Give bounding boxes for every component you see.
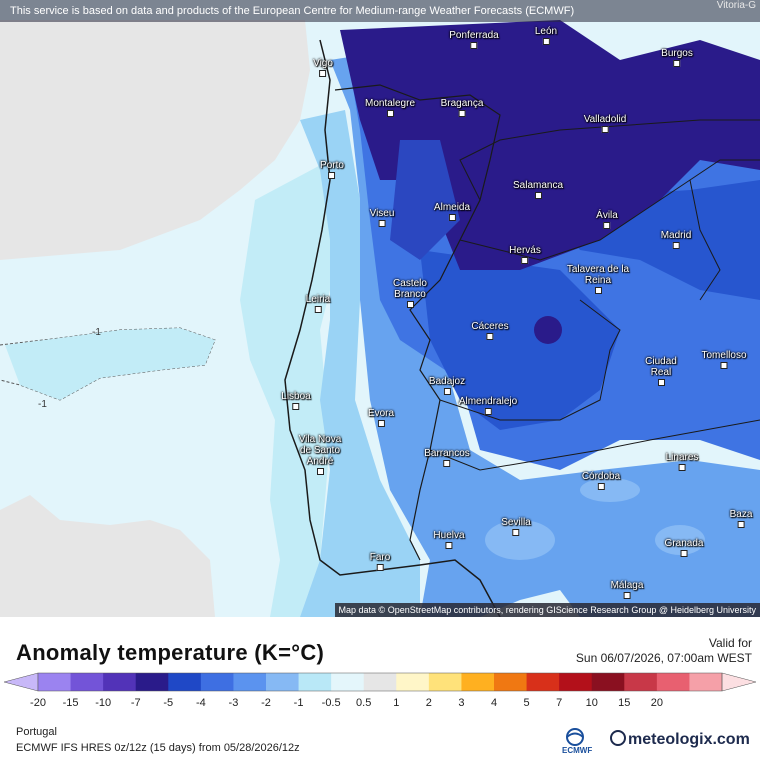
color-scale-ticks: -20 -15 -10 -7 -5 -4 -3 -2 -1 -0.5 0.5 1 2 3 4 5 7 10 15 20 <box>0 697 760 711</box>
city-caceres: Cáceres <box>471 321 509 340</box>
scale-tick-label: 15 <box>618 697 631 709</box>
scale-swatch <box>135 673 169 691</box>
scale-swatch <box>526 673 560 691</box>
scale-swatch <box>461 673 495 691</box>
color-scale-bar <box>3 672 757 692</box>
scale-tick-label: 5 <box>523 697 530 709</box>
scale-tick-label: 4 <box>490 697 498 709</box>
ecmwf-logo: ECMWF <box>562 728 604 756</box>
city-barrancos: Barrancos <box>424 448 470 467</box>
scale-arrow-low <box>3 672 39 692</box>
valid-time-block: Valid for Sun 06/07/2026, 07:00am WEST <box>576 636 752 666</box>
weather-map[interactable]: This service is based on data and produc… <box>0 0 760 617</box>
scale-tick-label: 3 <box>458 697 465 709</box>
scale-swatch <box>363 673 397 691</box>
scale-swatch <box>656 673 690 691</box>
scale-swatch <box>331 673 365 691</box>
city-braganca: Bragança <box>441 98 483 117</box>
city-talavera: Talavera de la Reina <box>563 264 633 294</box>
scale-tick-label: 0.5 <box>356 697 372 709</box>
valid-label: Valid for <box>708 636 752 650</box>
scale-tick-label: 20 <box>650 697 663 709</box>
scale-tick-label: -4 <box>195 697 206 709</box>
scale-tick-label: 1 <box>393 697 400 709</box>
city-evora: Evora <box>368 408 394 427</box>
city-granada: Granada <box>665 538 703 557</box>
city-salamanca: Salamanca <box>513 180 563 199</box>
meteologix-brand[interactable]: meteologix.com <box>610 730 750 749</box>
scale-swatch <box>70 673 104 691</box>
scale-outline <box>37 672 723 692</box>
city-sevilla: Sevilla <box>501 517 531 536</box>
corner-place-label: Vitoria-G <box>716 0 756 11</box>
city-lisboa: Lisboa <box>281 391 311 410</box>
scale-tick-label: 7 <box>556 697 563 709</box>
scale-swatch <box>689 673 723 691</box>
city-montalegre: Montalegre <box>365 98 415 117</box>
scale-swatch <box>233 673 267 691</box>
ecmwf-logo-text: ECMWF <box>562 746 593 755</box>
scale-tick-label: -0.5 <box>321 697 341 709</box>
city-castelo-branco: Castelo Branco <box>385 278 435 308</box>
legend-title: Anomaly temperature (K=°C) <box>16 640 325 665</box>
scale-tick-label: -20 <box>30 697 46 709</box>
scale-swatch <box>559 673 593 691</box>
scale-swatch <box>494 673 528 691</box>
region-label: Portugal <box>16 726 57 738</box>
city-vigo: Vigo <box>313 58 333 77</box>
scale-swatch <box>168 673 202 691</box>
ecmwf-banner: This service is based on data and produc… <box>0 0 760 22</box>
scale-swatch <box>396 673 430 691</box>
map-attribution: Map data © OpenStreetMap contributors, r… <box>334 603 760 617</box>
city-leon: León <box>535 26 557 45</box>
scale-swatch <box>591 673 625 691</box>
city-huelva: Huelva <box>433 530 465 549</box>
city-ciudad-real: Ciudad Real <box>636 356 686 386</box>
scale-swatch <box>428 673 462 691</box>
scale-tick-label: -15 <box>62 697 79 709</box>
scale-swatch <box>624 673 658 691</box>
city-badajoz: Badajoz <box>429 376 465 395</box>
scale-tick-label: -1 <box>293 697 304 709</box>
contour-label: -1 <box>92 327 101 338</box>
city-tomelloso: Tomelloso <box>701 350 747 369</box>
scale-tick-label: -10 <box>95 697 112 709</box>
model-run-label: ECMWF IFS HRES 0z/12z (15 days) from 05/… <box>16 742 300 754</box>
valid-time: Sun 06/07/2026, 07:00am WEST <box>575 651 752 665</box>
scale-tick-label: -2 <box>261 697 271 709</box>
city-baza: Baza <box>730 509 752 528</box>
scale-swatch <box>103 673 137 691</box>
scale-swatch <box>38 673 72 691</box>
city-madrid: Madrid <box>661 230 691 249</box>
scale-tick-label: 2 <box>425 697 432 709</box>
scale-swatch <box>266 673 300 691</box>
meteologix-brand-text: meteologix.com <box>628 731 750 748</box>
city-avila: Ávila <box>596 210 618 229</box>
city-almeida: Almeida <box>434 202 470 221</box>
city-faro: Faro <box>370 552 390 571</box>
contour-label: -1 <box>38 399 47 410</box>
city-hervas: Hervás <box>509 245 541 264</box>
ecmwf-logo-icon <box>566 728 584 746</box>
city-valladolid: Valladolid <box>584 114 626 133</box>
city-cordoba: Córdoba <box>582 471 620 490</box>
scale-tick-label: 10 <box>585 697 598 709</box>
city-viseu: Viseu <box>370 208 394 227</box>
map-canvas <box>0 0 760 617</box>
city-linares: Linares <box>666 452 698 471</box>
city-porto: Porto <box>320 160 344 179</box>
scale-swatch <box>200 673 234 691</box>
scale-swatch <box>298 673 332 691</box>
scale-tick-label: -3 <box>228 697 239 709</box>
city-vila-nova-de-santo-andre: Vila Nova de Santo André <box>294 434 346 475</box>
scale-arrow-high <box>721 672 757 692</box>
scale-tick-label: -7 <box>130 697 141 709</box>
city-leiria: Leiria <box>306 294 330 313</box>
city-burgos: Burgos <box>661 48 693 67</box>
city-malaga: Málaga <box>611 580 643 599</box>
city-almendralejo: Almendralejo <box>459 396 517 415</box>
meteologix-logo-icon <box>610 730 626 746</box>
scale-tick-label: -5 <box>163 697 174 709</box>
city-ponferrada: Ponferrada <box>449 30 499 49</box>
